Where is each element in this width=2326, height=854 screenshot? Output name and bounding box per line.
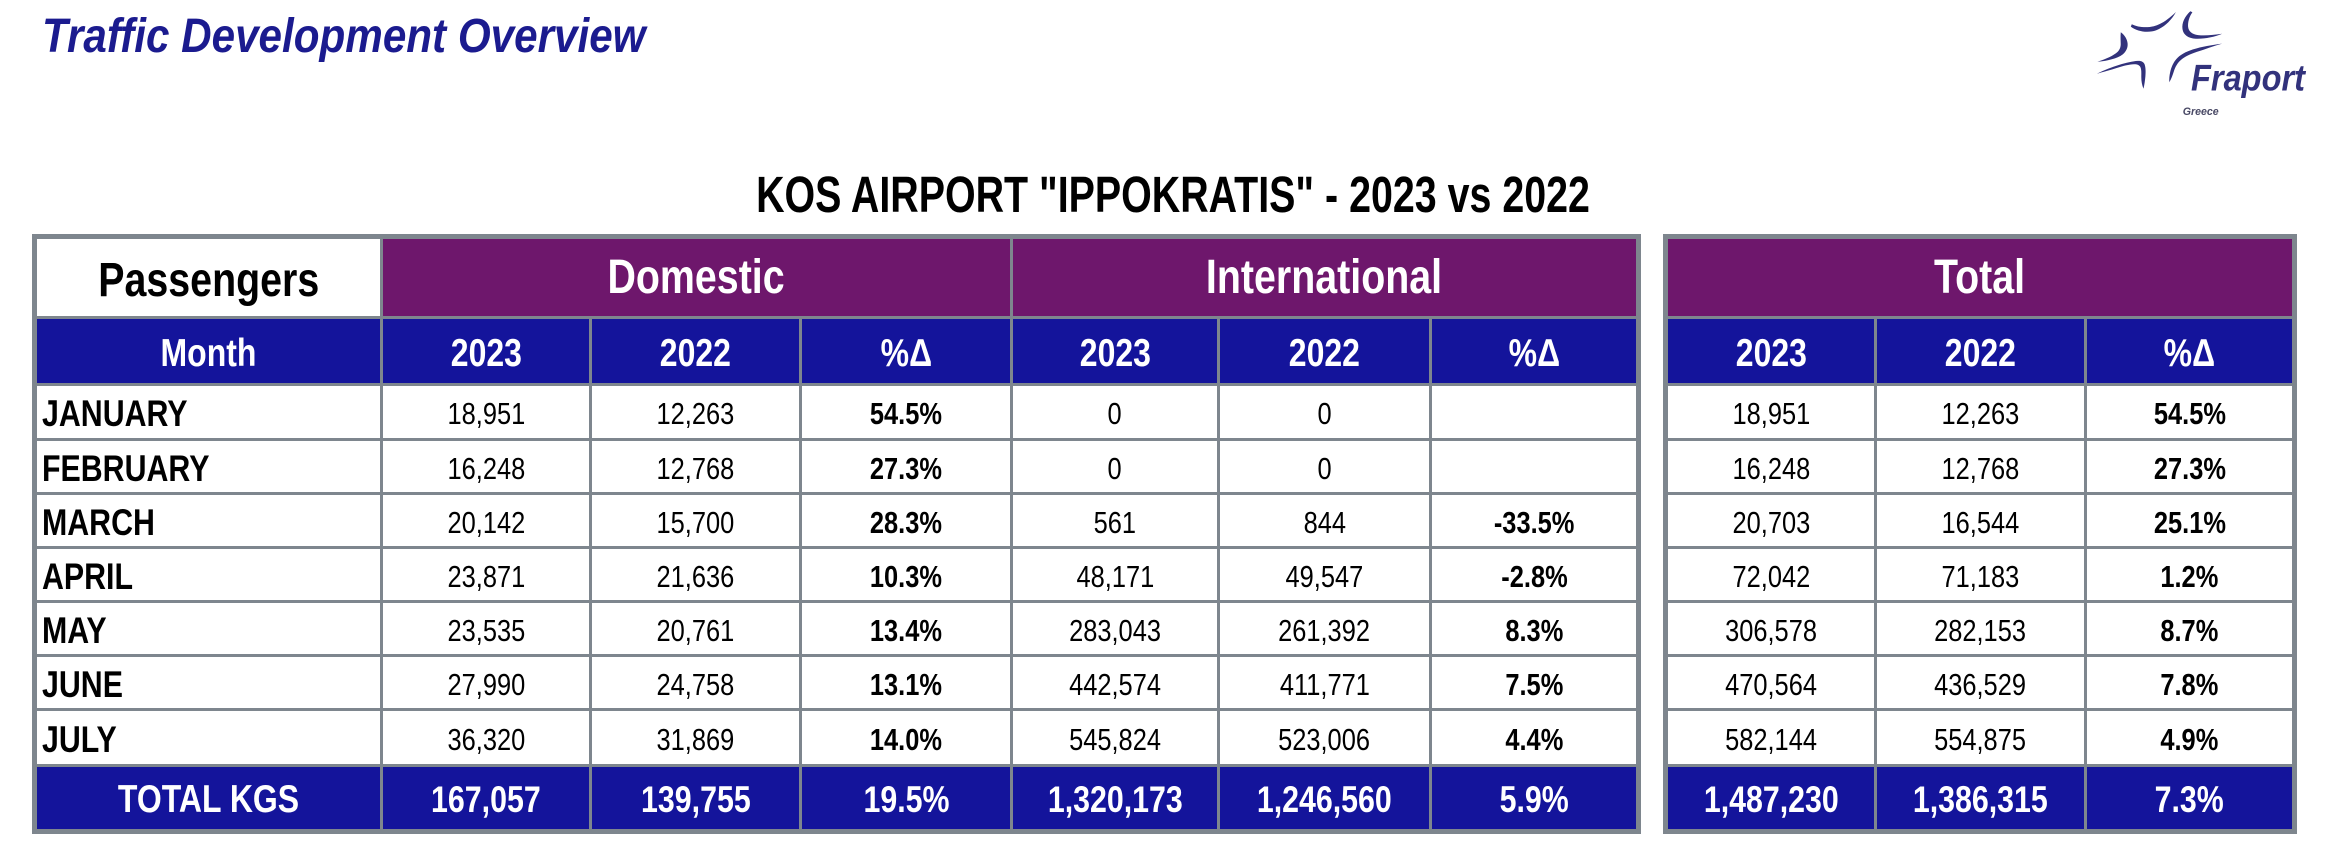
svg-text:Greece: Greece — [2183, 106, 2219, 118]
svg-text:Fraport: Fraport — [2191, 58, 2306, 99]
